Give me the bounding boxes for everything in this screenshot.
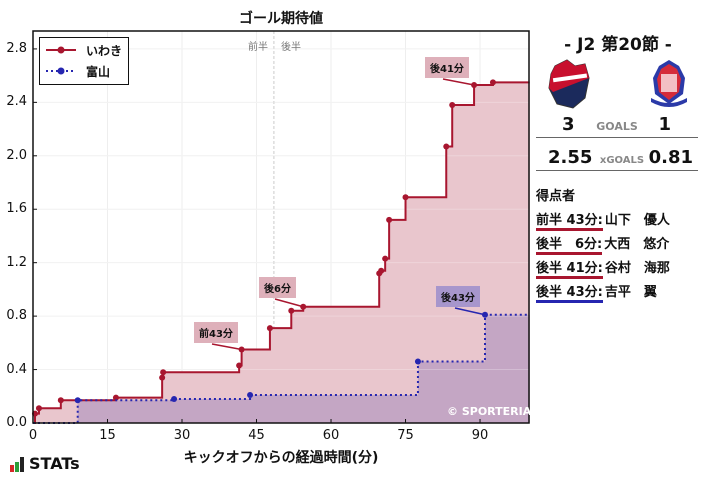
goal-annotation: 後41分: [425, 57, 469, 78]
home-team-logo-icon: [548, 59, 590, 109]
legend-item-away: 富山: [46, 62, 110, 80]
x-tick-label: 15: [99, 428, 116, 443]
legend-item-home: いわき: [46, 41, 122, 59]
y-tick-label: 0.8: [6, 308, 27, 324]
y-tick-label: 2.0: [6, 147, 27, 163]
x-tick-label: 90: [471, 428, 489, 443]
x-tick-label: 0: [28, 428, 38, 443]
stats-brand: STATs: [10, 456, 80, 472]
away-xgoals: 0.81: [648, 147, 693, 168]
goal-annotation: 後6分: [259, 277, 296, 298]
goals-row: 3 GOALS 1: [536, 112, 698, 138]
scorer-item: 前半 43分: 山下 優人: [536, 209, 670, 231]
home-goals: 3: [562, 114, 575, 135]
x-tick-label: 75: [397, 428, 414, 443]
goals-label: GOALS: [596, 120, 638, 133]
xgoals-row: 2.55 xGOALS 0.81: [536, 144, 698, 171]
series-area: [33, 314, 530, 423]
chart-title: ゴール期待値: [239, 11, 323, 27]
x-tick-label: 45: [248, 428, 265, 443]
y-tick-label: 1.6: [6, 201, 27, 217]
scorers-title: 得点者: [536, 189, 576, 204]
legend-line-solid-icon: [46, 46, 76, 54]
x-tick-label: 60: [322, 428, 340, 443]
scorer-name: 谷村 海那: [604, 261, 670, 276]
x-tick-label: 30: [173, 428, 191, 443]
chart-legend: いわき 富山: [39, 37, 129, 85]
y-tick-label: 1.2: [6, 254, 27, 270]
y-tick-label: 0.4: [6, 361, 27, 377]
y-tick-label: 0.0: [6, 415, 27, 430]
away-team-logo-icon: [651, 60, 687, 107]
legend-line-dotted-icon: [46, 67, 76, 75]
scorer-name: 山下 優人: [604, 213, 670, 228]
away-goals: 1: [658, 114, 671, 135]
first-half-label: 前半: [248, 42, 268, 53]
goal-annotation: 後43分: [436, 286, 480, 307]
stats-logo-icon: [10, 456, 25, 472]
scorer-name: 大西 悠介: [604, 237, 670, 252]
scorer-time: 後半 6分:: [536, 237, 603, 255]
scorer-item: 後半 41分: 谷村 海那: [536, 257, 670, 279]
copyright-label: © SPORTERIA: [447, 405, 532, 418]
scorer-time: 後半 41分:: [536, 261, 603, 279]
scorer-item: 後半 43分: 吉平 翼: [536, 281, 657, 303]
second-half-label: 後半: [281, 42, 301, 53]
scorer-time: 後半 43分:: [536, 285, 603, 303]
round-title: - J2 第20節 -: [564, 35, 672, 55]
scorer-name: 吉平 翼: [604, 285, 657, 300]
y-tick-label: 2.4: [6, 94, 27, 110]
goal-annotation: 前43分: [194, 322, 238, 343]
scorer-time: 前半 43分:: [536, 213, 603, 231]
series-area: [33, 82, 530, 423]
y-tick-label: 2.8: [6, 40, 27, 56]
xgoals-label: xGOALS: [599, 155, 645, 166]
home-xgoals: 2.55: [548, 147, 593, 168]
scorer-item: 後半 6分: 大西 悠介: [536, 233, 669, 255]
x-axis-title: キックオフからの経過時間(分): [183, 450, 379, 466]
